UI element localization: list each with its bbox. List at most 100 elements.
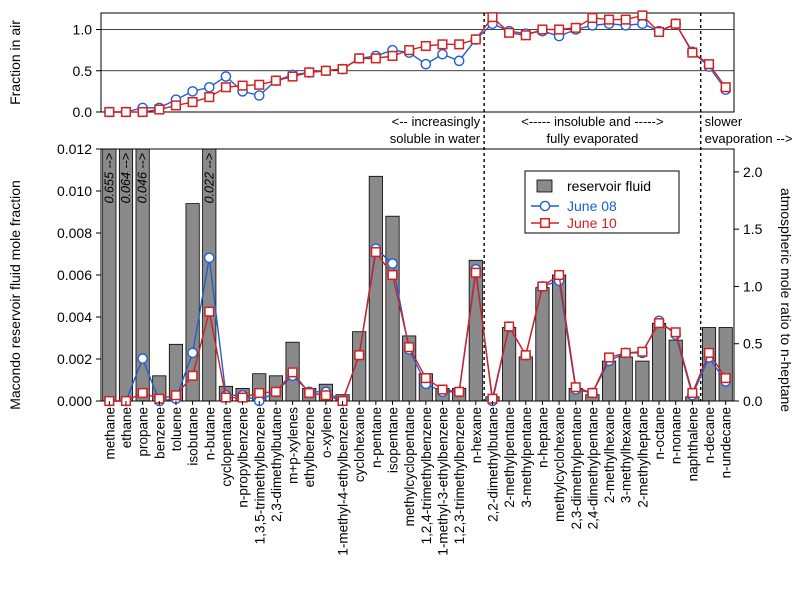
- bottom-point-june-10: [187, 370, 198, 381]
- top-point-june-10: [504, 27, 515, 38]
- top-point-june-10: [554, 24, 565, 35]
- bar-2-methylpentane: [502, 327, 517, 402]
- bottom-point-june-10: [620, 347, 631, 358]
- bottom-y2-tick-label: 0.0: [743, 393, 763, 409]
- top-point-june-10: [687, 47, 698, 58]
- bottom-point-june-10: [420, 373, 431, 384]
- annotation-line-1: slower: [705, 114, 743, 129]
- top-point-june-10: [454, 39, 465, 50]
- bottom-point-june-10: [670, 327, 681, 338]
- bottom-point-june-10: [370, 247, 381, 258]
- offscale-label: 0.655 -->: [102, 153, 116, 203]
- legend-label-june-10: June 10: [567, 215, 617, 231]
- bottom-point-june-10: [470, 267, 481, 278]
- top-point-june-08: [253, 90, 265, 101]
- top-point-june-10: [320, 65, 331, 76]
- bottom-point-june-10: [454, 386, 465, 397]
- top-point-june-10: [154, 104, 165, 115]
- x-tick-label: 1,3,5-trimethylbenzene: [252, 407, 267, 544]
- top-point-june-10: [537, 24, 548, 35]
- top-point-june-10: [470, 34, 481, 45]
- top-point-june-10: [104, 106, 115, 118]
- annotation-line-2: fully evaporated: [547, 131, 639, 146]
- x-tick-label: m+p-xylenes: [286, 407, 301, 484]
- top-y-axis-ticks: 0.0 0.5 1.0: [73, 22, 101, 120]
- top-point-june-10: [204, 92, 215, 103]
- bottom-y-tick-label: 0.008: [57, 225, 92, 241]
- bottom-point-june-10: [604, 352, 615, 363]
- bar-methylcyclohexane: [552, 274, 567, 402]
- x-tick-label: 3-methylpentane: [519, 407, 534, 508]
- bottom-y-tick-label: 0.012: [57, 141, 92, 157]
- legend-swatch-june-08: [531, 200, 559, 212]
- bottom-right-y-axis-ticks: 0.0 0.5 1.0 1.5 2.0: [734, 164, 763, 409]
- top-point-june-08: [453, 55, 465, 67]
- bottom-y2-tick-label: 1.0: [743, 278, 763, 294]
- bottom-point-june-10: [587, 387, 598, 399]
- bottom-point-june-10: [204, 306, 215, 317]
- bar-n-undecane: [718, 327, 733, 402]
- top-point-june-10: [404, 45, 415, 56]
- bottom-series: [104, 243, 731, 407]
- x-tick-label: 2,2-dimethylbutane: [485, 407, 500, 522]
- offscale-label: 0.046 -->: [136, 153, 150, 203]
- bottom-point-june-10: [437, 384, 448, 395]
- top-point-june-10: [604, 14, 615, 25]
- top-point-june-10: [420, 40, 431, 52]
- bottom-point-june-08: [187, 347, 198, 359]
- top-point-june-10: [620, 14, 631, 25]
- bottom-point-june-10: [270, 386, 281, 397]
- top-point-june-10: [270, 75, 281, 86]
- bottom-point-june-10: [687, 387, 698, 399]
- x-tick-label: n-heptane: [535, 407, 550, 468]
- bottom-point-june-10: [304, 387, 315, 399]
- x-tick-label: methylcyclopentane: [402, 407, 417, 526]
- top-point-june-10: [570, 22, 581, 33]
- bottom-point-june-10: [570, 382, 581, 393]
- bar-isopentane: [385, 215, 400, 402]
- offscale-label: 0.064 -->: [119, 153, 133, 203]
- x-tick-label: 2,4-dimethylpentane: [585, 407, 600, 529]
- bottom-y2-tick-label: 1.5: [743, 221, 763, 237]
- top-point-june-10: [354, 53, 365, 64]
- top-point-june-10: [137, 106, 148, 118]
- x-tick-label: n-octane: [652, 407, 667, 460]
- bottom-point-june-10: [520, 350, 531, 361]
- top-point-june-10: [637, 10, 648, 21]
- bottom-y-tick-label: 0.004: [57, 309, 92, 325]
- bottom-left-y-axis-label: Macondo reservoir fluid mole fraction: [7, 180, 23, 410]
- x-tick-label: o-xylene: [319, 407, 334, 458]
- x-tick-label: cyclopentane: [219, 407, 234, 487]
- legend: reservoir fluid June 08 June 10: [524, 170, 680, 234]
- top-point-june-10: [337, 64, 348, 75]
- top-point-june-08: [420, 58, 432, 70]
- bottom-point-june-10: [404, 342, 415, 353]
- x-tick-label: ethane: [119, 407, 134, 448]
- top-point-june-10: [120, 106, 132, 118]
- bottom-y-tick-label: 0.006: [57, 267, 92, 283]
- x-tick-label: cyclohexane: [352, 407, 367, 482]
- x-tick-label: naphthalene: [685, 407, 700, 481]
- x-tick-label: isopentane: [386, 407, 401, 473]
- bottom-line-june-10: [109, 250, 727, 402]
- x-tick-label: 2-methylheptane: [635, 407, 650, 508]
- top-point-june-10: [254, 79, 265, 90]
- top-point-june-08: [203, 81, 215, 93]
- offscale-labels: 0.655 --> 0.064 --> 0.046 --> 0.022 -->: [102, 153, 216, 203]
- x-tick-label: n-pentane: [369, 407, 384, 468]
- x-tick-label: 2-methylhexane: [602, 407, 617, 503]
- bottom-y2-tick-label: 0.5: [743, 336, 763, 352]
- legend-label-june-08: June 08: [567, 198, 617, 214]
- bottom-point-june-10: [537, 281, 548, 292]
- top-point-june-10: [703, 59, 715, 70]
- top-point-june-10: [653, 26, 665, 38]
- top-point-june-10: [220, 82, 231, 93]
- x-axis-tick-labels: methane ethane propane benzene toluene isobut…: [102, 401, 734, 556]
- bar-n-octane: [651, 322, 667, 402]
- bottom-y-tick-label: 0.002: [57, 351, 92, 367]
- bottom-point-june-10: [653, 318, 665, 329]
- bottom-point-june-10: [320, 390, 331, 401]
- bottom-point-june-10: [170, 390, 182, 401]
- top-point-june-10: [387, 50, 398, 61]
